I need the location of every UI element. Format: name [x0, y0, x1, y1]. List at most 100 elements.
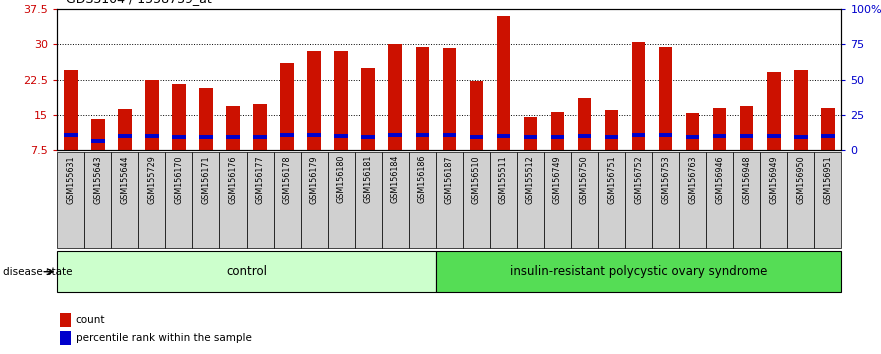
Text: GSM156176: GSM156176 [228, 155, 238, 204]
Text: GSM156949: GSM156949 [769, 155, 778, 204]
Bar [172, 84, 186, 150]
Bar [625, 152, 652, 248]
Bar [767, 72, 781, 150]
Bar [254, 135, 267, 139]
Bar [470, 81, 483, 150]
Bar [172, 135, 186, 139]
Bar [361, 135, 375, 139]
Bar [598, 152, 625, 248]
Bar [794, 135, 808, 139]
Text: GSM156179: GSM156179 [309, 155, 319, 204]
Bar [91, 119, 105, 150]
Text: GSM156170: GSM156170 [174, 155, 183, 204]
Text: GSM155512: GSM155512 [526, 155, 535, 204]
Bar [57, 152, 85, 248]
Bar [199, 135, 212, 139]
Bar [544, 152, 571, 248]
Text: GSM156171: GSM156171 [202, 155, 211, 204]
Bar [578, 98, 591, 150]
Bar [64, 70, 78, 150]
Bar [659, 133, 672, 137]
Text: GSM156181: GSM156181 [364, 155, 373, 204]
Bar [280, 133, 294, 137]
Text: GSM156184: GSM156184 [391, 155, 400, 204]
Bar [686, 113, 700, 150]
Text: GSM156946: GSM156946 [715, 155, 724, 204]
Bar [632, 42, 645, 150]
Text: GSM156951: GSM156951 [824, 155, 833, 204]
Text: insulin-resistant polycystic ovary syndrome: insulin-resistant polycystic ovary syndr… [510, 265, 767, 278]
Bar [490, 152, 517, 248]
Text: GSM156950: GSM156950 [796, 155, 805, 204]
Bar [300, 152, 328, 248]
Bar [280, 63, 294, 150]
Bar [226, 105, 240, 150]
Text: GSM156180: GSM156180 [337, 155, 345, 204]
Bar [740, 134, 753, 138]
Bar [361, 68, 375, 150]
Bar [436, 251, 841, 292]
Bar [707, 152, 733, 248]
Bar [740, 105, 753, 150]
Text: GDS3104 / 1558739_at: GDS3104 / 1558739_at [66, 0, 211, 5]
Bar [307, 51, 321, 150]
Bar [517, 152, 544, 248]
Bar [91, 139, 105, 143]
Bar [821, 108, 834, 150]
Bar [794, 70, 808, 150]
Bar [118, 109, 131, 150]
Bar [111, 152, 138, 248]
Text: GSM156763: GSM156763 [688, 155, 697, 204]
Bar [254, 104, 267, 150]
Bar [604, 110, 618, 150]
Bar [138, 152, 166, 248]
Bar [166, 152, 192, 248]
Text: GSM155729: GSM155729 [147, 155, 157, 204]
Bar [64, 133, 78, 137]
Bar [679, 152, 707, 248]
Bar [226, 135, 240, 139]
Text: GSM156749: GSM156749 [553, 155, 562, 204]
Bar [85, 152, 111, 248]
Text: GSM156948: GSM156948 [742, 155, 751, 204]
Bar [389, 133, 402, 137]
Text: GSM155644: GSM155644 [121, 155, 130, 204]
Text: GSM156750: GSM156750 [580, 155, 589, 204]
Text: GSM155643: GSM155643 [93, 155, 102, 204]
Text: GSM156751: GSM156751 [607, 155, 616, 204]
Text: GSM156178: GSM156178 [283, 155, 292, 204]
Bar [470, 135, 483, 139]
Text: control: control [226, 265, 267, 278]
Bar [713, 134, 727, 138]
Text: GSM156753: GSM156753 [661, 155, 670, 204]
Bar [118, 134, 131, 138]
Bar [416, 133, 429, 137]
Bar [436, 152, 463, 248]
Bar [578, 134, 591, 138]
Bar [551, 112, 564, 150]
Bar [199, 88, 212, 150]
Text: GSM155631: GSM155631 [66, 155, 75, 204]
Text: percentile rank within the sample: percentile rank within the sample [76, 333, 252, 343]
Bar [497, 16, 510, 150]
Bar [604, 135, 618, 139]
Text: disease state: disease state [3, 267, 72, 277]
Bar [788, 152, 814, 248]
Bar [355, 152, 381, 248]
Bar [632, 133, 645, 137]
Bar [335, 51, 348, 150]
Bar [192, 152, 219, 248]
Bar [652, 152, 679, 248]
Bar [659, 47, 672, 150]
Bar [523, 118, 537, 150]
Bar [463, 152, 490, 248]
Bar [814, 152, 841, 248]
Text: GSM156186: GSM156186 [418, 155, 426, 204]
Bar [145, 80, 159, 150]
Text: GSM155511: GSM155511 [499, 155, 507, 204]
Text: GSM156187: GSM156187 [445, 155, 454, 204]
Text: GSM156752: GSM156752 [634, 155, 643, 204]
Bar [416, 47, 429, 150]
Bar [442, 47, 456, 150]
Bar [760, 152, 788, 248]
